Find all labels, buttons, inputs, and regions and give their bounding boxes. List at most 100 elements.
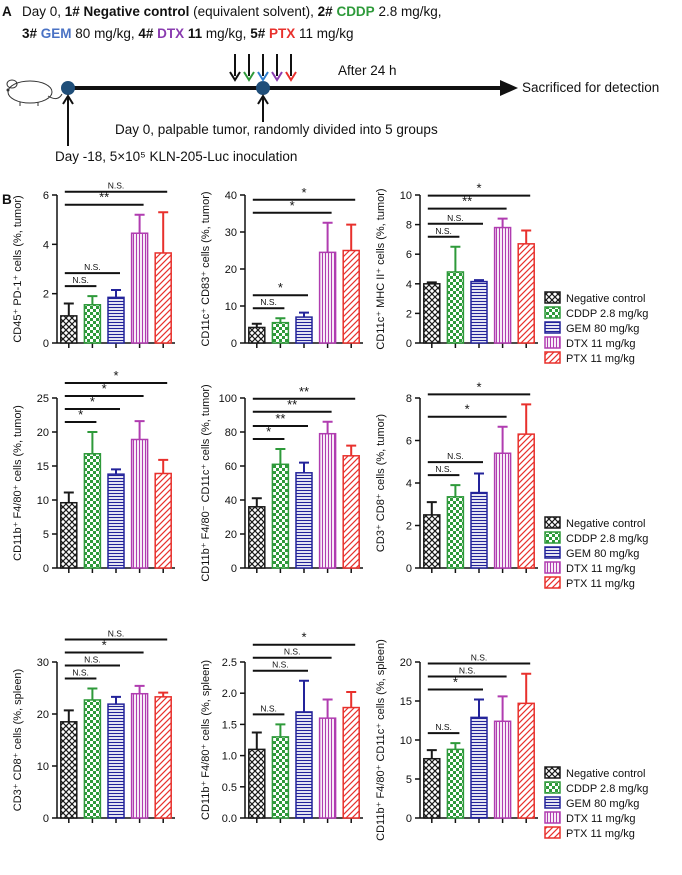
y-axis-label: CD11c⁺ CD83⁺ cells (%, tumor) bbox=[200, 191, 212, 346]
text: 2# bbox=[318, 4, 334, 19]
legend-swatch bbox=[544, 576, 561, 589]
y-tick-label: 10 bbox=[37, 761, 49, 773]
significance-label: N.S. bbox=[108, 629, 125, 639]
error-bar bbox=[87, 687, 98, 700]
significance-label: * bbox=[102, 638, 107, 653]
y-tick-label: 30 bbox=[37, 657, 49, 669]
y-tick-label: 0 bbox=[43, 563, 49, 575]
y-tick-label: 25 bbox=[37, 393, 49, 405]
text: PTX bbox=[265, 26, 295, 41]
error-bar bbox=[111, 468, 121, 475]
error-bar bbox=[426, 749, 437, 759]
error-bar bbox=[521, 672, 532, 704]
y-tick-label: 0.5 bbox=[222, 782, 237, 794]
significance-label: * bbox=[476, 181, 481, 196]
treatment-line: 3# GEM 80 mg/kg, 4# DTX 11 mg/kg, 5# PTX… bbox=[22, 26, 354, 41]
significance-label: N.S. bbox=[447, 213, 464, 223]
error-bar bbox=[521, 403, 532, 435]
legend-swatch bbox=[544, 516, 561, 529]
legend-swatch bbox=[544, 781, 561, 794]
error-bar bbox=[134, 684, 145, 694]
error-bar bbox=[497, 425, 508, 454]
panel-label: B bbox=[2, 192, 12, 207]
bar bbox=[423, 514, 441, 569]
text: Day 0, bbox=[22, 4, 65, 19]
bar bbox=[107, 473, 125, 569]
significance-label: * bbox=[301, 630, 306, 645]
error-bar bbox=[111, 288, 121, 298]
significance-label: * bbox=[102, 381, 107, 396]
error-bar bbox=[450, 742, 461, 750]
error-bar bbox=[497, 217, 508, 228]
bar bbox=[60, 721, 78, 819]
legend-label: CDDP 2.8 mg/kg bbox=[566, 783, 648, 795]
y-axis-label: CD3⁺ CD8⁺ cells (%, tumor) bbox=[375, 414, 387, 552]
y-tick-label: 15 bbox=[400, 696, 412, 708]
error-bar bbox=[299, 461, 309, 473]
y-tick-label: 20 bbox=[225, 529, 237, 541]
bar bbox=[248, 506, 266, 569]
y-tick-label: 6 bbox=[43, 190, 49, 202]
legend-label: DTX 11 mg/kg bbox=[566, 813, 636, 825]
bar bbox=[107, 296, 125, 344]
significance-label: * bbox=[301, 185, 306, 200]
error-bar bbox=[450, 245, 461, 272]
y-tick-label: 4 bbox=[406, 478, 412, 490]
timepoint bbox=[61, 81, 75, 95]
y-tick-label: 80 bbox=[225, 427, 237, 439]
bar bbox=[60, 501, 78, 569]
y-tick-label: 2 bbox=[406, 308, 412, 320]
y-axis-label: CD11b⁺ F4/80⁻ CD11c⁺ cells (%, tumor) bbox=[200, 384, 212, 581]
error-bar bbox=[346, 223, 357, 251]
bar bbox=[130, 692, 149, 819]
significance-label: N.S. bbox=[72, 668, 89, 678]
bar bbox=[318, 432, 337, 569]
y-tick-label: 1.0 bbox=[222, 751, 237, 763]
y-axis-label: CD3⁺ CD8⁺ cells (%, spleen) bbox=[12, 669, 24, 811]
bar bbox=[493, 720, 512, 819]
y-tick-label: 20 bbox=[400, 657, 412, 669]
significance-label: * bbox=[465, 402, 470, 417]
y-tick-label: 20 bbox=[225, 264, 237, 276]
y-axis-label: CD11b⁺ F4/80⁺ CD11c⁺ cells (%, spleen) bbox=[375, 639, 387, 841]
annotation: Day -18, 5×10⁵ KLN-205-Luc inoculation bbox=[55, 149, 297, 164]
y-axis-label: CD11b⁺ F4/80⁺ cells (%, tumor) bbox=[12, 405, 24, 561]
text: mg/kg, bbox=[202, 26, 250, 41]
legend-label: CDDP 2.8 mg/kg bbox=[566, 308, 648, 320]
legend-label: DTX 11 mg/kg bbox=[566, 563, 636, 575]
significance-label: N.S. bbox=[260, 703, 277, 713]
error-bar bbox=[251, 731, 262, 750]
bar bbox=[154, 252, 172, 344]
bar bbox=[295, 472, 313, 569]
bar bbox=[271, 736, 290, 819]
bar bbox=[83, 304, 102, 344]
error-bar bbox=[158, 211, 169, 253]
significance-label: ** bbox=[275, 411, 285, 426]
error-bar bbox=[134, 420, 145, 440]
significance-label: N.S. bbox=[471, 652, 488, 662]
significance-label: ** bbox=[462, 194, 472, 209]
treatment-line: Day 0, 1# Negative control (equivalent s… bbox=[22, 4, 442, 19]
y-tick-label: 0 bbox=[406, 813, 412, 825]
error-bar bbox=[322, 698, 333, 719]
bar bbox=[517, 243, 535, 344]
legend-label: PTX 11 mg/kg bbox=[566, 828, 635, 840]
error-bar bbox=[87, 295, 98, 305]
significance-label: ** bbox=[99, 190, 109, 205]
text: 4# bbox=[138, 26, 154, 41]
significance-label: N.S. bbox=[272, 660, 289, 670]
y-tick-label: 4 bbox=[43, 239, 49, 251]
error-bar bbox=[474, 472, 484, 493]
legend-swatch bbox=[544, 561, 561, 574]
error-bar bbox=[275, 723, 286, 737]
legend-label: PTX 11 mg/kg bbox=[566, 353, 635, 365]
legend-label: Negative control bbox=[566, 768, 646, 780]
y-tick-label: 6 bbox=[406, 436, 412, 448]
bar bbox=[342, 249, 360, 344]
legend-swatch bbox=[544, 321, 561, 334]
significance-label: N.S. bbox=[260, 297, 277, 307]
y-tick-label: 8 bbox=[406, 220, 412, 232]
y-tick-label: 8 bbox=[406, 393, 412, 405]
y-axis-label: CD11c⁺ MHC II⁺ cells (%, tumor) bbox=[375, 188, 387, 349]
y-tick-label: 0 bbox=[231, 338, 237, 350]
